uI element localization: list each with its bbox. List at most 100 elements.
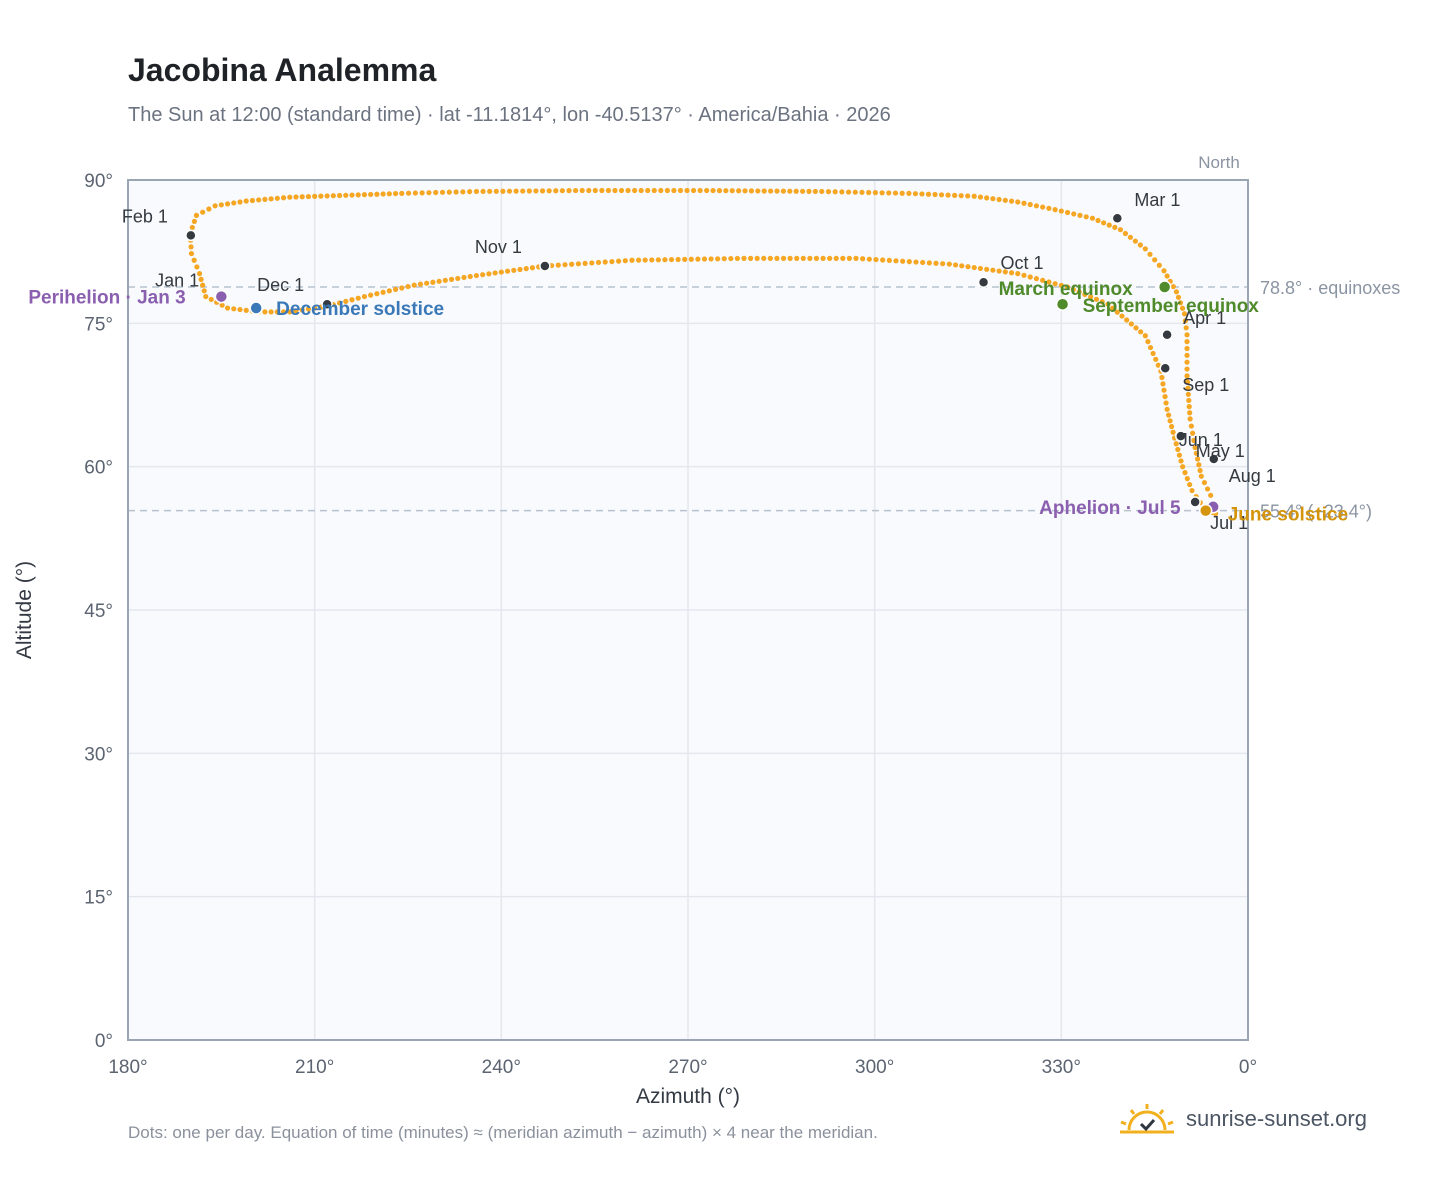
daily-dot	[299, 307, 305, 313]
daily-dot	[386, 288, 392, 294]
daily-dot	[1002, 197, 1008, 203]
daily-dot	[1184, 379, 1191, 385]
daily-dot	[682, 256, 688, 262]
daily-dot	[330, 193, 336, 199]
daily-dot	[188, 250, 195, 257]
y-tick-label: 30°	[84, 744, 113, 765]
daily-dot	[1122, 230, 1129, 237]
daily-dot	[952, 262, 959, 268]
daily-dot	[1021, 200, 1027, 206]
month-label: Apr 1	[1183, 308, 1226, 328]
month-marker	[539, 260, 551, 272]
daily-dot	[649, 257, 655, 263]
daily-dot	[668, 256, 675, 263]
daily-dot	[774, 188, 780, 194]
daily-dot	[1152, 257, 1158, 263]
daily-dot	[1161, 387, 1167, 393]
daily-dot	[755, 188, 761, 194]
daily-dot	[602, 259, 608, 265]
daily-dot	[977, 265, 984, 272]
daily-dot	[1185, 385, 1191, 391]
x-tick-label: 210°	[295, 1057, 334, 1078]
daily-dot	[1170, 429, 1176, 435]
daily-dot	[280, 195, 287, 201]
brand[interactable]: sunrise-sunset.org	[1118, 1102, 1367, 1136]
daily-dot	[1106, 222, 1112, 228]
daily-dot	[405, 283, 411, 290]
daily-dot	[642, 257, 648, 263]
daily-dot	[612, 187, 618, 194]
daily-dot	[1105, 301, 1111, 307]
daily-path	[187, 187, 1219, 517]
daily-dot	[800, 255, 806, 261]
daily-dot	[780, 255, 787, 261]
daily-dot	[586, 187, 592, 194]
daily-dot	[453, 189, 459, 195]
daily-dot	[1112, 224, 1118, 230]
daily-dot	[1195, 456, 1201, 462]
daily-dot	[996, 268, 1002, 274]
daily-dot	[716, 188, 723, 194]
daily-dot	[946, 261, 952, 267]
daily-dot	[715, 256, 721, 262]
daily-dot	[1021, 272, 1027, 278]
daily-dot	[343, 192, 349, 198]
daily-dot	[1201, 479, 1208, 486]
daily-dot	[913, 259, 919, 265]
daily-dot	[582, 260, 588, 266]
daily-dot	[1124, 317, 1130, 323]
month-label: May 1	[1196, 441, 1245, 461]
daily-dot	[553, 188, 559, 194]
daily-dot	[455, 275, 461, 282]
daily-dot	[318, 193, 324, 199]
daily-dot	[1015, 199, 1021, 205]
event-label: September equinox	[1083, 296, 1260, 317]
daily-dot	[1127, 234, 1133, 240]
daily-dot	[206, 206, 212, 212]
daily-dot	[728, 255, 734, 262]
axis-ticks: 180° 210° 240° 270° 300° 330° 0° 0° 15° 30° 45° 60°…	[84, 171, 1257, 1078]
daily-dot	[996, 196, 1002, 203]
daily-dot	[1184, 345, 1190, 352]
daily-dot	[212, 203, 218, 209]
daily-dot	[504, 268, 511, 274]
daily-dot	[194, 264, 200, 270]
daily-dot	[231, 306, 237, 312]
x-tick-label: 270°	[668, 1057, 707, 1078]
daily-dot	[405, 190, 412, 196]
daily-dot	[1184, 373, 1190, 379]
daily-dot	[274, 195, 280, 201]
daily-dot	[925, 191, 932, 197]
daily-dot	[932, 191, 938, 198]
daily-dot	[355, 295, 361, 301]
daily-dot	[533, 188, 539, 194]
daily-dot	[886, 257, 892, 264]
daily-dot	[1138, 329, 1144, 335]
daily-dot	[529, 265, 536, 271]
daily-dot	[575, 261, 581, 267]
daily-dot	[892, 190, 899, 196]
daily-dot	[846, 255, 853, 261]
daily-dot	[293, 308, 299, 314]
daily-dot	[1189, 487, 1195, 494]
event-markers: Perihelion · Jan 3 December solstice March…	[28, 279, 1348, 526]
daily-dot	[299, 194, 305, 200]
daily-dot	[305, 306, 312, 312]
daily-dot	[312, 305, 318, 311]
daily-dot	[926, 260, 932, 266]
daily-dot	[573, 187, 579, 194]
daily-dot	[268, 196, 274, 202]
daily-dot	[1082, 291, 1088, 297]
daily-dot	[493, 188, 499, 194]
daily-dot	[919, 191, 925, 197]
daily-dot	[780, 188, 787, 194]
y-tick-label: 0°	[95, 1031, 113, 1052]
daily-dot	[539, 188, 546, 194]
daily-dot	[361, 293, 368, 300]
daily-dot	[688, 256, 694, 262]
daily-dot	[1133, 325, 1139, 331]
daily-dot	[1166, 412, 1172, 418]
daily-dot	[1040, 204, 1046, 210]
daily-dot	[1173, 441, 1179, 447]
daily-dot	[208, 296, 214, 303]
